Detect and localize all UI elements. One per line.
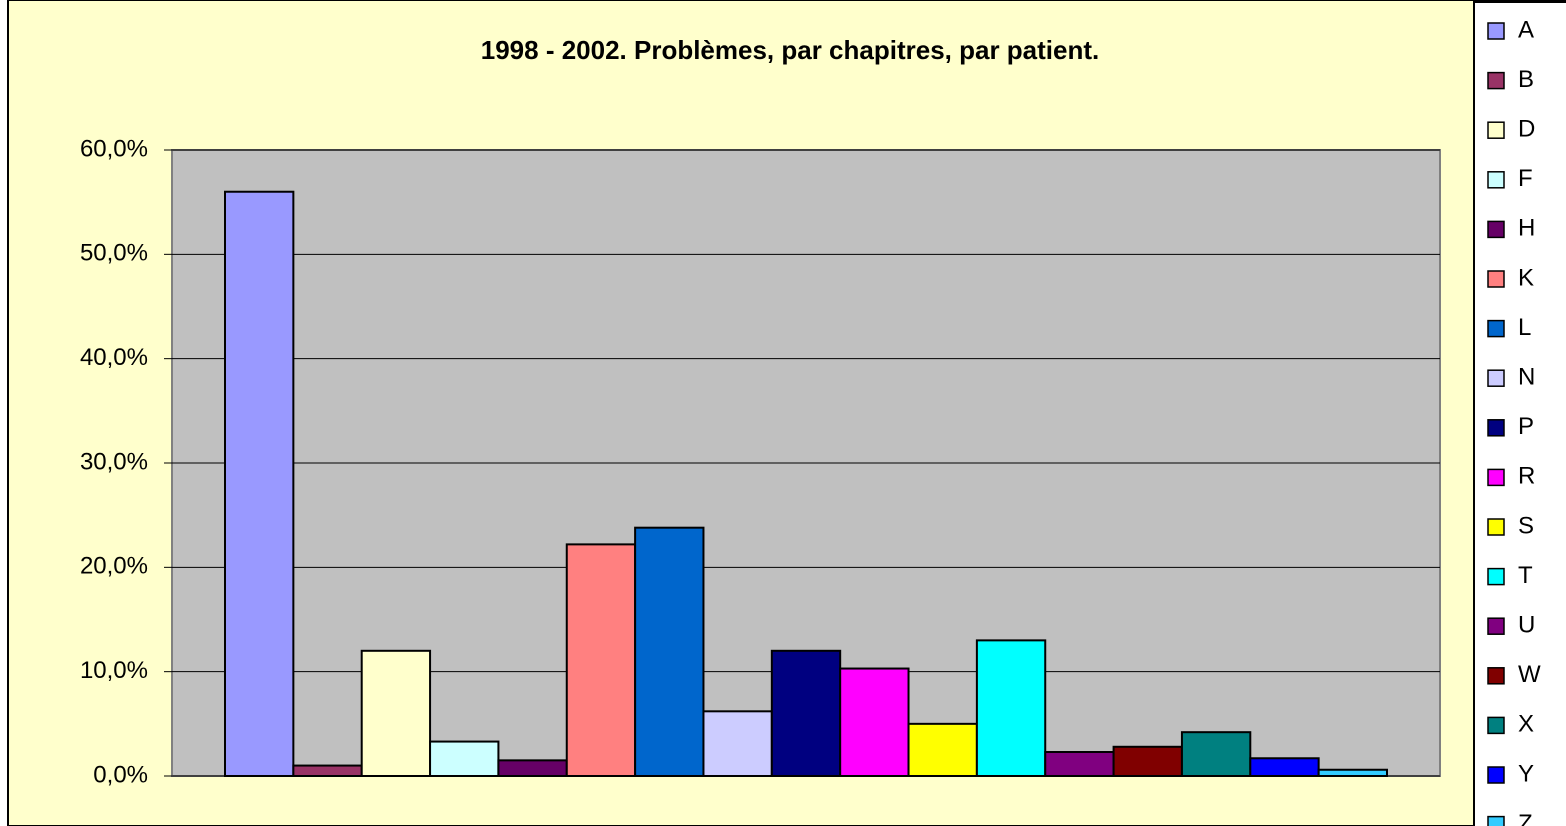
y-tick-label: 40,0% <box>80 344 148 371</box>
chart-title: 1998 - 2002. Problèmes, par chapitres, p… <box>481 35 1100 65</box>
bar <box>1249 757 1320 777</box>
y-tick-label: 60,0% <box>80 135 148 162</box>
legend-label: W <box>1518 661 1541 688</box>
legend-label: F <box>1518 165 1533 192</box>
y-tick-label: 20,0% <box>80 553 148 580</box>
legend-label: Z <box>1518 810 1533 826</box>
bar <box>770 649 842 777</box>
legend-label: D <box>1518 116 1535 143</box>
y-tick-label: 30,0% <box>80 448 148 475</box>
bar <box>292 764 363 777</box>
bar <box>429 740 500 778</box>
legend-swatch <box>1487 766 1505 784</box>
legend-swatch <box>1487 121 1505 139</box>
legend-label: L <box>1518 314 1531 341</box>
bar <box>839 667 910 778</box>
bar <box>907 722 978 777</box>
legend-swatch <box>1487 419 1505 437</box>
legend-label: S <box>1518 512 1534 539</box>
legend-label: R <box>1518 463 1535 490</box>
legend-label: P <box>1518 413 1534 440</box>
bar <box>1044 751 1115 778</box>
legend-label: Y <box>1518 760 1534 787</box>
legend-label: B <box>1518 66 1534 93</box>
bar <box>497 759 568 777</box>
bar <box>975 639 1047 777</box>
y-tick-label: 10,0% <box>80 657 148 684</box>
legend-label: A <box>1518 16 1534 43</box>
legend-swatch <box>1487 567 1505 586</box>
legend-label: U <box>1518 612 1535 639</box>
legend-swatch <box>1487 468 1505 487</box>
legend-swatch <box>1487 171 1505 189</box>
legend-swatch <box>1487 71 1505 90</box>
y-tick-label: 0,0% <box>93 761 148 788</box>
legend-swatch <box>1487 22 1505 40</box>
bar <box>224 190 295 777</box>
bar <box>1180 731 1252 777</box>
legend-label: H <box>1518 215 1535 242</box>
bar <box>565 543 637 777</box>
legend-swatch <box>1487 319 1505 338</box>
legend-swatch <box>1487 369 1505 387</box>
bar <box>360 649 432 777</box>
bar <box>1317 768 1389 777</box>
bar <box>634 526 705 777</box>
bar <box>1112 745 1183 778</box>
legend-swatch <box>1487 667 1505 685</box>
y-tick-label: 50,0% <box>80 240 148 267</box>
legend-swatch <box>1487 617 1505 635</box>
legend-swatch <box>1487 815 1505 826</box>
legend-swatch <box>1487 518 1505 536</box>
legend-swatch <box>1487 220 1505 239</box>
legend-swatch <box>1487 270 1505 288</box>
legend-swatch <box>1487 716 1505 735</box>
legend-label: X <box>1518 711 1534 738</box>
legend-label: T <box>1518 562 1533 589</box>
legend-label: K <box>1518 264 1534 291</box>
legend-label: N <box>1518 364 1535 391</box>
legend-box <box>1473 1 1566 826</box>
bar <box>702 710 773 778</box>
